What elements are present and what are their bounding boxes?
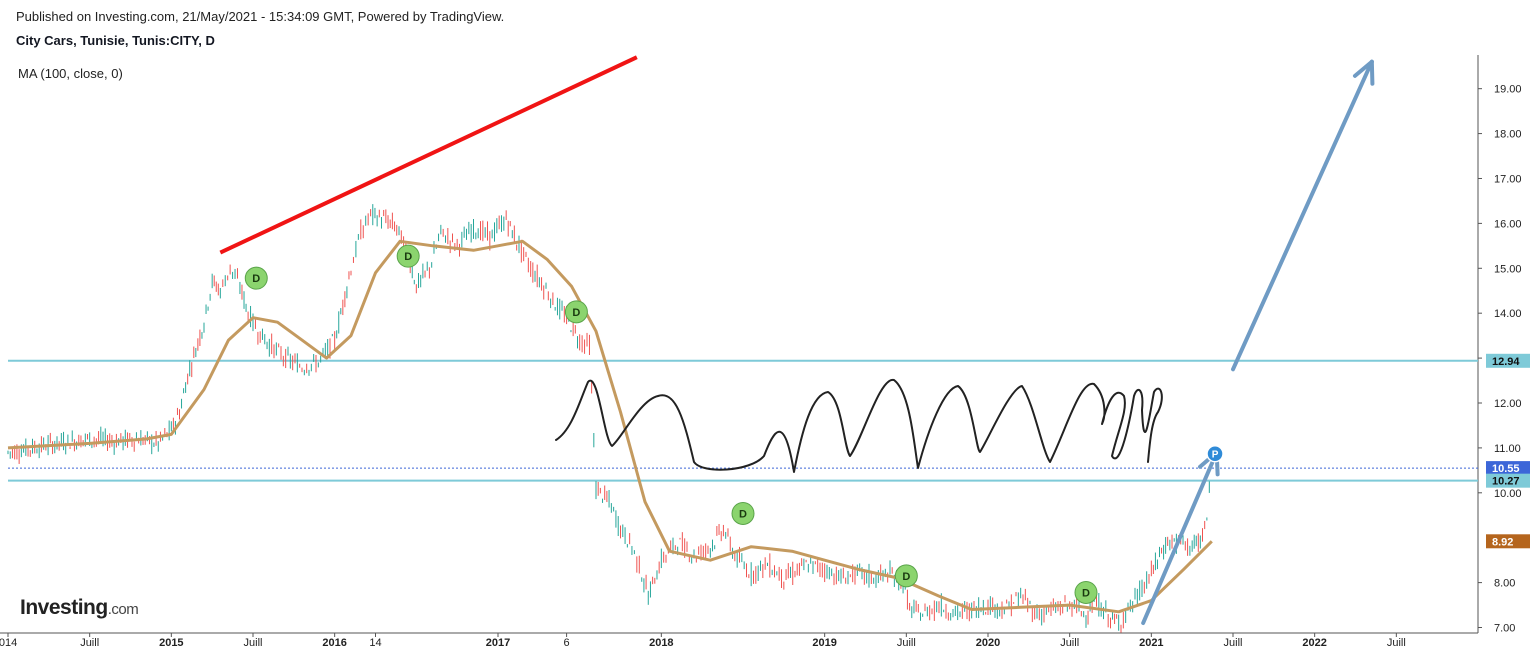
dividend-marker [564,300,588,324]
freehand-scribble [555,378,1163,473]
y-tick-label: 18.00 [1494,129,1522,141]
price-tag-label: 10.55 [1492,463,1520,475]
event-markers[interactable]: D D D D D D P [244,244,1224,604]
dividend-label: D [252,273,260,285]
x-tick-label: 2016 [322,637,346,649]
investing-logo: Investing.com [20,596,139,620]
dividend-label: D [572,307,580,319]
price-tag: 12.94 [1486,353,1530,368]
price-tag-box [1486,534,1530,549]
dividend-marker [1074,580,1098,604]
x-tick-label: 2019 [812,637,836,649]
chart-axes [0,55,1479,634]
price-tag-box [1486,473,1530,488]
symbol-title: City Cars, Tunisie, Tunis:CITY, D [16,33,215,48]
resistance-trendline [219,55,638,255]
logo-main: Investing [20,596,108,619]
drawings-layer[interactable] [219,55,1375,626]
ma-100-line [7,239,1213,614]
price-tag: 8.92 [1486,534,1530,549]
x-tick-label: 2017 [486,637,510,649]
x-tick-label: Juill [1224,637,1243,649]
x-tick-label: 2015 [159,637,183,649]
x-tick-label: Juill [80,637,99,649]
price-tag: 10.27 [1486,473,1530,488]
y-tick-label: 15.00 [1494,263,1522,275]
y-tick-label: 8.00 [1494,578,1515,590]
projection-arrow [1231,59,1374,372]
dividend-marker [396,244,420,268]
published-caption: Published on Investing.com, 21/May/2021 … [16,9,505,24]
dividend-label: D [1082,587,1090,599]
x-tick-label: 2020 [976,637,1000,649]
time-axis[interactable]: 014 Juill 2015 Juill 2016 14 2017 6 2018 2019 Juil… [0,633,1406,649]
projection-arrow [1141,450,1219,626]
x-tick-label: Juill [1060,637,1079,649]
y-tick-label: 17.00 [1494,173,1522,185]
indicator-legend[interactable]: MA (100, close, 0) [18,66,123,81]
price-bars [7,204,1210,633]
y-tick-label: 11.00 [1494,443,1521,455]
price-alert-label: P [1212,450,1219,461]
moving-average [7,239,1213,614]
x-tick-label: 6 [564,637,570,649]
x-tick-label: 014 [0,637,17,649]
arrow-head [1352,59,1374,78]
x-tick-label: Juill [897,637,916,649]
dividend-label: D [404,251,412,263]
price-tag-label: 12.94 [1492,356,1520,368]
y-tick-label: 12.00 [1494,398,1522,410]
x-tick-label: 14 [369,637,381,649]
dividend-label: D [739,508,747,520]
y-tick-label: 19.00 [1494,84,1522,96]
y-tick-label: 7.00 [1494,623,1515,635]
logo-suffix: .com [107,601,139,618]
price-tag-label: 10.27 [1492,476,1520,488]
price-tag: 10.55 [1486,461,1530,476]
x-tick-label: 2021 [1139,637,1163,649]
y-tick-label: 16.00 [1494,218,1522,230]
x-tick-label: 2018 [649,637,673,649]
price-axis[interactable]: 7.008.0010.0011.0012.0013.0014.0015.0016… [1478,84,1530,635]
price-tag-box [1486,353,1530,368]
x-tick-label: Juill [244,637,263,649]
dividend-marker [731,501,755,525]
price-alert-marker [1206,444,1224,463]
dividend-label: D [902,571,910,583]
price-tag-box [1486,461,1530,476]
arrow-head [1369,59,1375,86]
price-tag-label: 8.92 [1492,536,1513,548]
x-tick-label: Juill [1387,637,1406,649]
dividend-marker [894,564,918,588]
y-tick-label: 14.00 [1494,308,1522,320]
x-tick-label: 2022 [1302,637,1326,649]
horizontal-levels[interactable] [8,359,1478,482]
y-tick-label: 10.00 [1494,488,1522,500]
dividend-marker [244,266,268,290]
